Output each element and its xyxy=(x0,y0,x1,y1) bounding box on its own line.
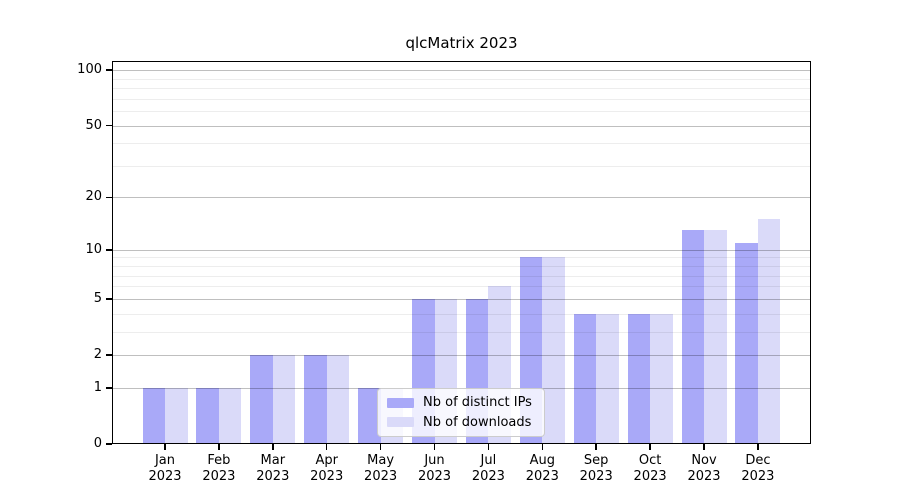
gridline-50 xyxy=(112,125,811,127)
x-tick-feb xyxy=(218,444,220,450)
bar-mar-downloads xyxy=(272,355,296,444)
x-tick-aug xyxy=(541,444,544,450)
gridline-minor-30 xyxy=(112,165,811,167)
bar-jan-distinct-ips xyxy=(142,387,165,444)
gridline-100 xyxy=(112,70,811,72)
gridline-10 xyxy=(112,249,811,251)
x-tick-mar xyxy=(272,444,274,450)
gridline-minor-90 xyxy=(112,78,811,80)
x-tick-label-sep: Sep 2023 xyxy=(579,453,613,484)
y-tick-2 xyxy=(106,354,112,356)
bar-may-distinct-ips xyxy=(358,387,381,444)
bar-feb-distinct-ips xyxy=(196,387,219,444)
x-tick-jun xyxy=(433,444,436,450)
x-tick-nov xyxy=(703,444,705,450)
y-tick-5 xyxy=(106,298,112,300)
bar-oct-distinct-ips xyxy=(627,313,651,444)
gridline-20 xyxy=(112,197,811,199)
bar-apr-downloads xyxy=(326,355,350,444)
y-tick-10 xyxy=(106,249,112,251)
legend: Nb of distinct IPs Nb of downloads xyxy=(377,388,545,437)
y-tick-label-5: 5 xyxy=(93,290,102,306)
gridline-minor-70 xyxy=(112,98,811,100)
gridline-minor-40 xyxy=(112,143,811,145)
y-tick-50 xyxy=(106,124,112,127)
bar-dec-downloads xyxy=(757,219,781,444)
gridline-minor-80 xyxy=(112,88,811,90)
bar-mar-distinct-ips xyxy=(250,355,273,444)
x-tick-label-jul: Jul 2023 xyxy=(471,453,505,484)
x-tick-label-dec: Dec 2023 xyxy=(741,453,775,484)
bar-aug-downloads xyxy=(542,257,565,444)
bar-nov-distinct-ips xyxy=(681,230,704,444)
legend-swatch-distinct-ips xyxy=(387,397,414,408)
x-tick-label-apr: Apr 2023 xyxy=(310,453,344,484)
y-tick-label-10: 10 xyxy=(85,241,102,257)
y-tick-label-100: 100 xyxy=(77,62,102,78)
gridline-minor-8 xyxy=(112,266,811,268)
bar-jan-downloads xyxy=(165,387,188,444)
y-tick-0 xyxy=(106,443,112,445)
x-tick-label-feb: Feb 2023 xyxy=(202,453,236,484)
bar-sep-distinct-ips xyxy=(573,313,597,444)
gridline-minor-3 xyxy=(112,331,811,333)
y-tick-100 xyxy=(106,69,112,71)
bar-sep-downloads xyxy=(596,313,619,444)
y-tick-label-2: 2 xyxy=(93,347,102,362)
gridline-minor-60 xyxy=(112,111,811,113)
bar-dec-distinct-ips xyxy=(735,242,758,444)
legend-label-downloads: Nb of downloads xyxy=(423,414,532,430)
gridline-2 xyxy=(112,355,811,356)
gridline-minor-4 xyxy=(112,313,811,315)
x-tick-sep xyxy=(595,444,597,450)
y-tick-label-50: 50 xyxy=(85,117,102,133)
y-tick-label-20: 20 xyxy=(85,189,102,205)
gridline-5 xyxy=(112,298,811,300)
x-tick-label-mar: Mar 2023 xyxy=(256,453,290,484)
x-tick-apr xyxy=(325,444,328,450)
chart-title: qlcMatrix 2023 xyxy=(405,34,518,52)
y-tick-label-0: 0 xyxy=(93,436,102,451)
x-tick-jul xyxy=(487,444,490,450)
x-tick-label-nov: Nov 2023 xyxy=(687,453,721,484)
bar-feb-downloads xyxy=(218,387,242,444)
legend-item-downloads: Nb of downloads xyxy=(387,415,535,430)
gridline-minor-7 xyxy=(112,275,811,277)
legend-item-distinct-ips: Nb of distinct IPs xyxy=(387,395,535,410)
gridline-minor-9 xyxy=(112,257,811,259)
x-tick-oct xyxy=(649,444,651,450)
bar-nov-downloads xyxy=(704,230,727,444)
legend-label-distinct-ips: Nb of distinct IPs xyxy=(423,395,532,411)
x-tick-label-may: May 2023 xyxy=(364,453,398,484)
x-tick-label-aug: Aug 2023 xyxy=(525,453,559,484)
y-tick-20 xyxy=(106,196,112,199)
x-tick-label-jan: Jan 2023 xyxy=(148,453,182,484)
bar-apr-distinct-ips xyxy=(304,355,327,444)
x-tick-label-oct: Oct 2023 xyxy=(633,453,667,484)
bar-oct-downloads xyxy=(650,313,673,444)
x-tick-label-jun: Jun 2023 xyxy=(417,453,452,484)
y-tick-label-1: 1 xyxy=(93,379,102,395)
legend-swatch-downloads xyxy=(387,417,414,428)
x-tick-jan xyxy=(164,444,166,450)
y-tick-1 xyxy=(106,387,112,389)
x-tick-dec xyxy=(757,444,759,450)
gridline-minor-6 xyxy=(112,286,811,288)
x-tick-may xyxy=(379,444,382,450)
